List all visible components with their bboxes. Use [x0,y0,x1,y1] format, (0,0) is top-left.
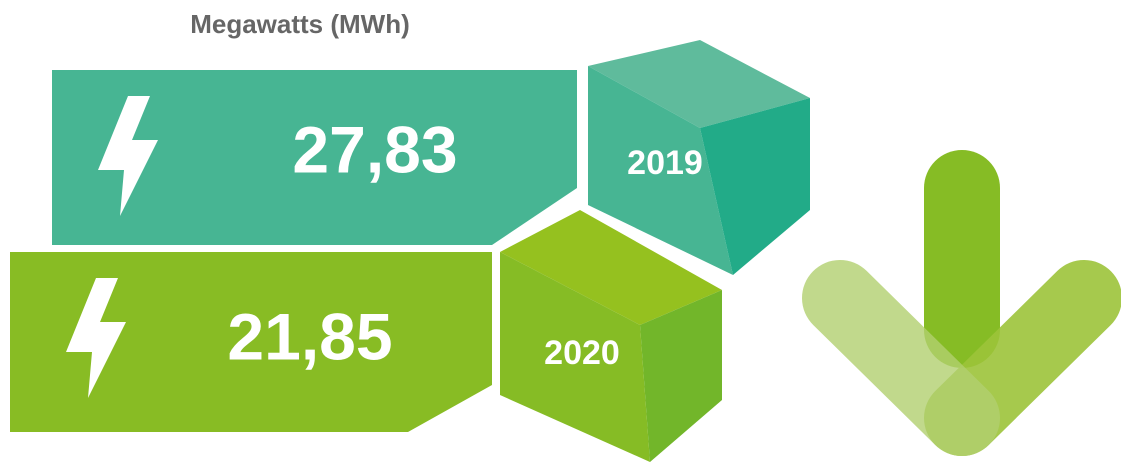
value-2020: 21,85 [227,299,392,373]
infographic: Megawatts (MWh) 27,83 2019 21,85 2020 [0,0,1121,464]
year-2019: 2019 [627,144,703,182]
down-arrow [840,188,1084,418]
page: Megawatts (MWh) 27,83 2019 21,85 2020 ((… [0,0,1121,464]
value-2019: 27,83 [292,112,457,186]
year-2020: 2020 [544,334,620,372]
title: Megawatts (MWh) [190,9,410,39]
